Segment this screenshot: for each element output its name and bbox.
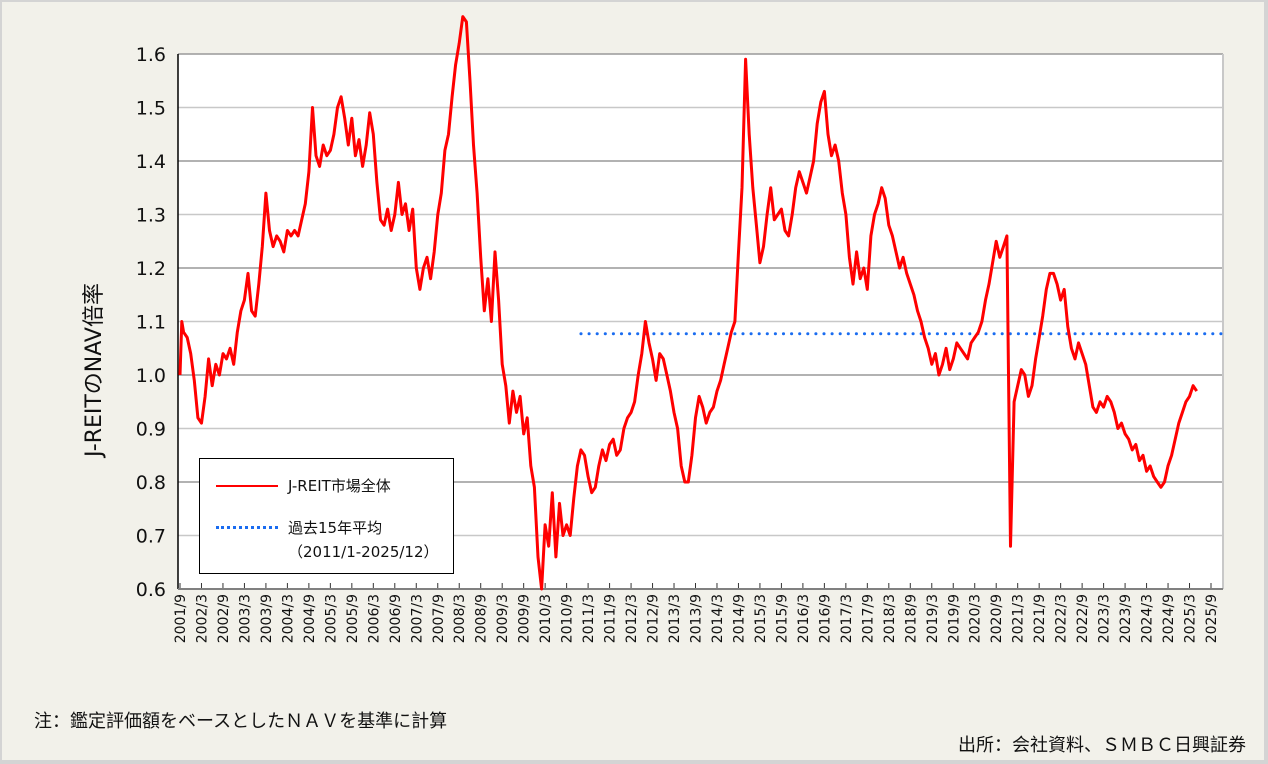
- y-tick-label: 1.4: [136, 151, 166, 173]
- x-tick-label: 2004/3: [280, 594, 296, 643]
- x-tick-label: 2014/3: [710, 594, 726, 643]
- x-tick-label: 2025/9: [1204, 594, 1220, 643]
- x-tick-label: 2010/3: [538, 594, 554, 643]
- x-tick-label: 2013/9: [689, 594, 705, 643]
- y-tick-label: 1.5: [136, 98, 166, 120]
- x-tick-label: 2023/9: [1118, 594, 1134, 643]
- x-tick-label: 2008/9: [474, 594, 490, 643]
- legend-label-average: 過去15年平均: [288, 519, 383, 537]
- footnote: 注：鑑定評価額をベースとしたＮＡＶを基準に計算: [34, 711, 448, 732]
- x-tick-label: 2012/3: [624, 594, 640, 643]
- legend: J-REIT市場全体 過去15年平均 （2011/1-2025/12）: [199, 458, 454, 574]
- x-tick-label: 2009/3: [495, 594, 511, 643]
- y-tick-label: 0.7: [136, 526, 166, 548]
- x-tick-label: 2016/3: [796, 594, 812, 643]
- source-note: 出所：会社資料、ＳＭＢＣ日興証券: [958, 735, 1246, 756]
- x-tick-label: 2014/9: [731, 594, 747, 643]
- x-tick-label: 2020/3: [968, 594, 984, 643]
- x-tick-label: 2005/3: [323, 594, 339, 643]
- x-tick-label: 2009/9: [517, 594, 533, 643]
- x-tick-label: 2018/9: [903, 594, 919, 643]
- x-tick-label: 2017/3: [839, 594, 855, 643]
- x-tick-label: 2025/3: [1183, 594, 1199, 643]
- x-tick-label: 2016/9: [817, 594, 833, 643]
- x-tick-label: 2013/3: [667, 594, 683, 643]
- legend-swatch-dotted-blue: [216, 526, 278, 529]
- x-tick-label: 2008/3: [452, 594, 468, 643]
- legend-item-average: 過去15年平均: [216, 517, 382, 538]
- x-tick-label: 2003/3: [237, 594, 253, 643]
- x-tick-label: 2015/9: [774, 594, 790, 643]
- y-tick-label: 1.1: [136, 312, 166, 334]
- x-tick-label: 2023/3: [1097, 594, 1113, 643]
- y-tick-label: 1.3: [136, 205, 166, 227]
- x-tick-label: 2005/9: [345, 594, 361, 643]
- legend-label-average-period: （2011/1-2025/12）: [288, 543, 439, 561]
- y-tick-label: 1.0: [136, 365, 166, 387]
- y-tick-label: 0.8: [136, 472, 166, 494]
- legend-label-jreit: J-REIT市場全体: [288, 477, 391, 495]
- x-tick-label: 2022/3: [1054, 594, 1070, 643]
- y-axis-ticks: 0.6 0.7 0.8 0.9 1.0 1.1 1.2 1.3 1.4 1.5 1.6: [136, 44, 166, 601]
- y-tick-label: 0.9: [136, 419, 166, 441]
- y-axis-label: J-REITのNAV倍率: [82, 283, 107, 457]
- x-tick-label: 2021/3: [1011, 594, 1027, 643]
- x-tick-label: 2006/3: [366, 594, 382, 643]
- x-tick-label: 2001/9: [173, 594, 189, 643]
- x-tick-label: 2010/9: [560, 594, 576, 643]
- x-tick-label: 2004/9: [302, 594, 318, 643]
- y-tick-label: 1.6: [136, 44, 166, 66]
- x-tick-label: 2021/9: [1032, 594, 1048, 643]
- x-tick-label: 2022/9: [1075, 594, 1091, 643]
- x-tick-label: 2012/9: [646, 594, 662, 643]
- legend-item-jreit: J-REIT市場全体: [216, 475, 391, 496]
- x-tick-label: 2024/3: [1140, 594, 1156, 643]
- x-tick-label: 2024/9: [1161, 594, 1177, 643]
- x-tick-label: 2003/9: [259, 594, 275, 643]
- x-tick-label: 2020/9: [989, 594, 1005, 643]
- x-tick-label: 2002/9: [216, 594, 232, 643]
- x-tick-label: 2007/9: [431, 594, 447, 643]
- jreit-nav-series: [178, 15, 1198, 591]
- y-tick-label: 0.6: [136, 579, 166, 601]
- x-tick-label: 2007/3: [409, 594, 425, 643]
- x-tick-label: 2018/3: [882, 594, 898, 643]
- x-tick-label: 2015/3: [753, 594, 769, 643]
- x-tick-label: 2011/3: [581, 594, 597, 643]
- gridlines: [178, 53, 1223, 537]
- x-tick-label: 2011/9: [603, 594, 619, 643]
- x-tick-label: 2002/3: [194, 594, 210, 643]
- x-tick-label: 2006/9: [388, 594, 404, 643]
- x-axis-ticks: 2001/9 2002/3 2002/9 2003/3 2003/9 2004/3 2004…: [173, 583, 1220, 643]
- y-tick-label: 1.2: [136, 258, 166, 280]
- x-tick-label: 2019/3: [925, 594, 941, 643]
- x-tick-label: 2019/9: [946, 594, 962, 643]
- x-tick-label: 2017/9: [860, 594, 876, 643]
- legend-swatch-solid-red: [216, 484, 278, 487]
